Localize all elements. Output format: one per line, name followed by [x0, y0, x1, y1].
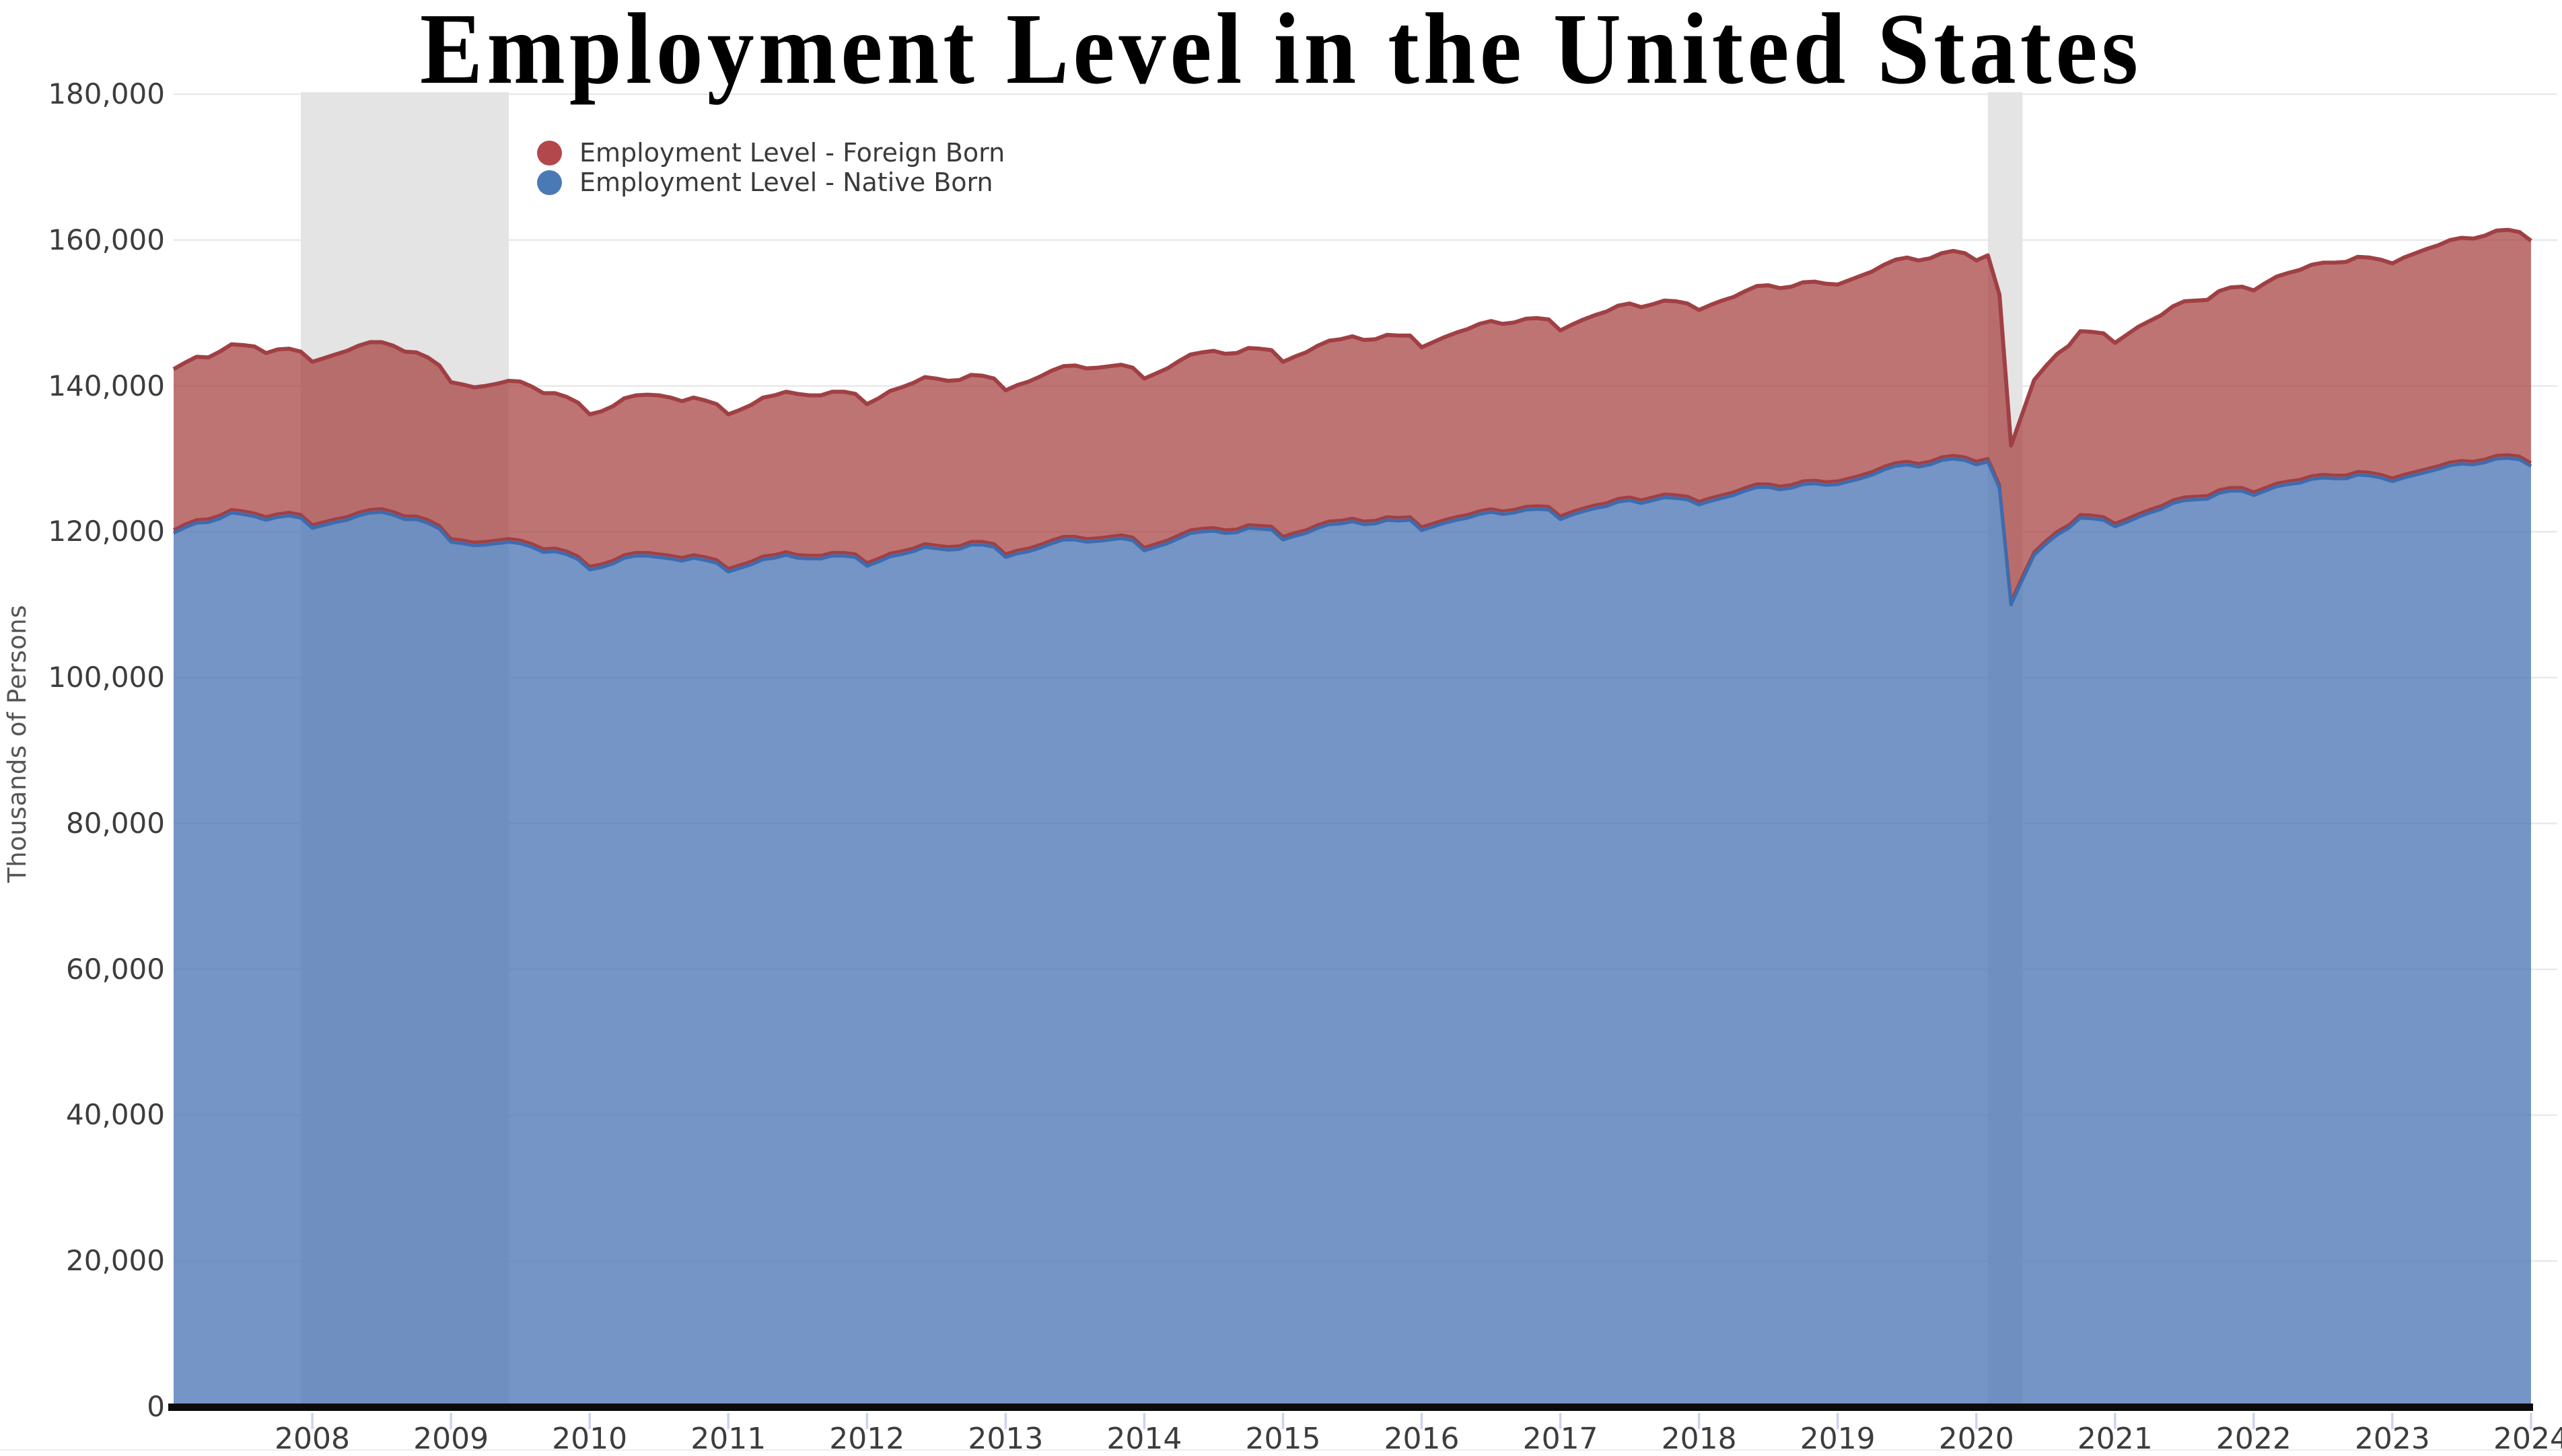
- bottom-divider: [0, 1449, 2562, 1451]
- native-born-area: [174, 458, 2531, 1407]
- foreign-born-lower-edge-line: [172, 453, 2532, 603]
- x-axis-line: [168, 1404, 2533, 1411]
- foreign-born-area: [174, 229, 2531, 605]
- native-born-line: [172, 456, 2532, 607]
- foreign-born-total-line: [172, 227, 2532, 448]
